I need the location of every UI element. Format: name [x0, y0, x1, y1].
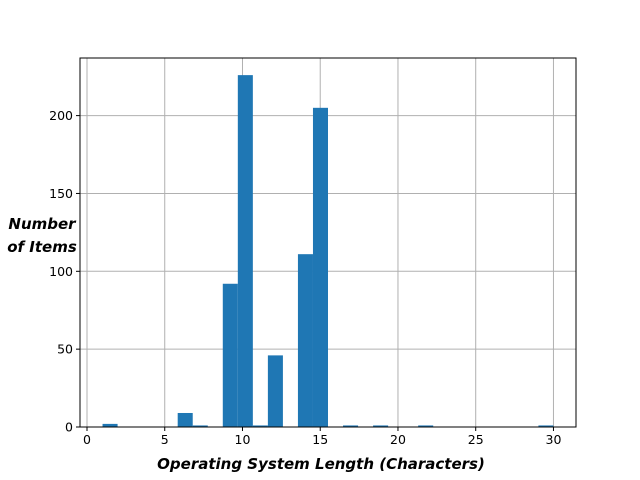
- histogram-bar-5: [177, 412, 193, 427]
- x-axis-title: Operating System Length (Characters): [157, 455, 485, 473]
- histogram-bar-29: [538, 425, 554, 427]
- x-tick-label-25: 25: [468, 432, 484, 447]
- histogram-bars: [102, 75, 554, 427]
- y-tick-label-50: 50: [57, 342, 73, 357]
- x-axis-ticks: 0 5 10 15 20 25 30: [83, 427, 561, 447]
- plot-frame: [79, 57, 577, 428]
- histogram-bar-14: [312, 107, 328, 427]
- histogram-bar-13: [297, 254, 313, 427]
- histogram-bar-9: [237, 75, 253, 427]
- y-axis-ticks: 0 50 100 150 200: [49, 108, 80, 435]
- x-tick-label-20: 20: [390, 432, 406, 447]
- y-axis-title-line-2: of Items: [7, 238, 77, 256]
- x-tick-label-15: 15: [312, 432, 328, 447]
- histogram-bar-8: [222, 283, 238, 427]
- y-tick-label-0: 0: [65, 420, 73, 435]
- x-tick-label-0: 0: [83, 432, 91, 447]
- x-tick-label-5: 5: [161, 432, 169, 447]
- histogram-bar-10: [252, 425, 268, 427]
- histogram-bar-16: [343, 425, 359, 427]
- y-tick-label-200: 200: [49, 108, 73, 123]
- histogram-bar-21: [418, 425, 434, 427]
- y-tick-label-100: 100: [49, 264, 73, 279]
- y-tick-label-150: 150: [49, 186, 73, 201]
- x-tick-label-30: 30: [546, 432, 562, 447]
- x-tick-label-10: 10: [235, 432, 251, 447]
- histogram-bar-11: [267, 355, 283, 427]
- histogram-bar-0: [102, 423, 118, 427]
- y-axis-title-line-1: Number: [8, 215, 77, 233]
- histogram-bar-18: [373, 425, 389, 427]
- histogram-bar-6: [192, 425, 208, 427]
